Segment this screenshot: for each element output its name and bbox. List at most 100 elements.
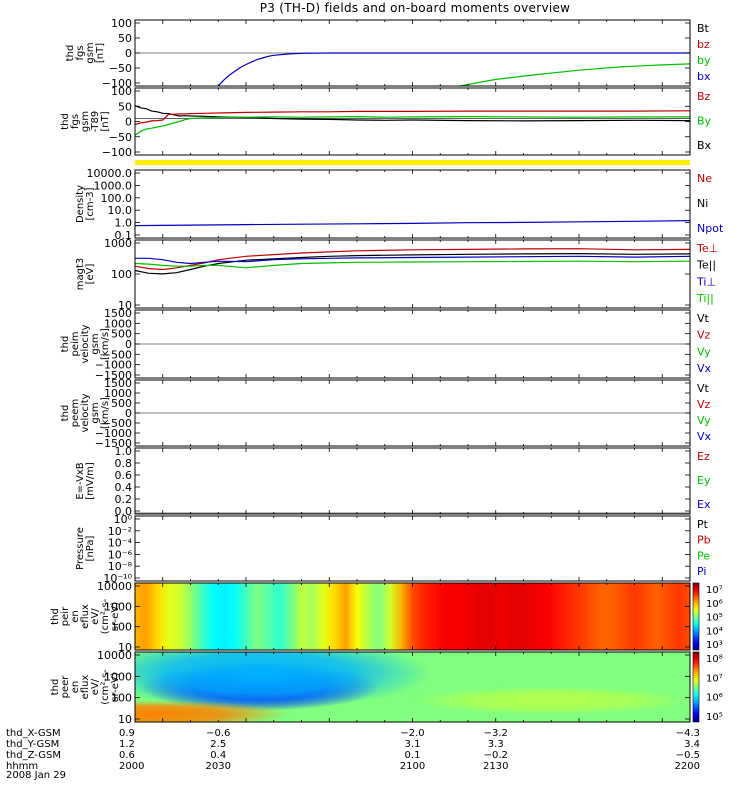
heatmap-blobs <box>135 652 690 722</box>
series-temp-Ti <box>135 255 691 265</box>
y-tick-label: 10⁻⁶ <box>108 548 133 561</box>
y-tick-label: 1000 <box>104 237 132 250</box>
y-tick-label: 10 <box>118 641 132 654</box>
y-axis-label: (cm²-s- <box>100 598 111 634</box>
panel-frame <box>134 169 691 239</box>
ephemeris-value: 0.4 <box>210 750 226 761</box>
ephemeris-row-label: thd_Z-GSM <box>6 750 61 761</box>
legend-density-item: Ni <box>697 197 708 210</box>
ephemeris-row-label: thd_Y-GSM <box>6 739 59 750</box>
series-fgs-bx <box>217 52 690 87</box>
panel-frame <box>134 87 691 156</box>
y-tick-label: 50 <box>118 32 132 45</box>
ephemeris-value: 3.4 <box>684 739 700 750</box>
y-tick-label: 0 <box>125 338 132 351</box>
y-tick-label: −500 <box>102 348 132 361</box>
colorbar-peer <box>692 651 700 723</box>
y-axis-label: [km/s] <box>100 328 111 360</box>
y-tick-label: 1500 <box>104 377 132 390</box>
y-tick-label: 100 <box>111 692 132 705</box>
ephemeris-value: 2130 <box>483 761 508 772</box>
colorbar-tick-label: 10⁷ <box>706 585 723 596</box>
legend-pressure-item: Pt <box>697 518 709 531</box>
panel-peir: 10000 1000 100 10 thd peir en eflux eV/(cm²-s-sr… <box>50 580 723 654</box>
y-tick-label: 1000.0 <box>94 179 133 192</box>
y-axis-label: peer <box>60 675 71 699</box>
panel-temp: 1000 100 10 magt3 [eV] Te⊥ Te|| Ti⊥ Ti|| <box>75 237 718 312</box>
y-tick-label: 10000 <box>97 649 132 662</box>
y-tick-label: 10000.0 <box>87 167 133 180</box>
y-tick-label: 10.0 <box>108 204 133 217</box>
ephemeris-value: −0.2 <box>484 750 508 761</box>
y-tick-label: 1000 <box>104 600 132 613</box>
legend-vi-item: Vy <box>697 345 711 358</box>
panel-frame <box>134 515 691 582</box>
y-axis-label: peem <box>70 399 81 427</box>
legend-temp-item: Te|| <box>696 259 716 272</box>
y-axis-label: thd <box>60 336 71 353</box>
y-tick-label: 0.2 <box>115 493 133 506</box>
y-tick-label: 100 <box>111 85 132 98</box>
y-tick-label: 100.0 <box>101 192 133 205</box>
series-fgs-by <box>459 63 691 87</box>
ephemeris-value: −3.2 <box>484 728 508 739</box>
y-axis-label: E=-VxB <box>75 462 86 499</box>
figure-title: P3 (TH-D) fields and on-board moments ov… <box>259 1 571 15</box>
y-tick-label: 0.6 <box>115 469 133 482</box>
ephemeris-value: 2000 <box>119 761 144 772</box>
legend-pressure-item: Pb <box>697 534 711 547</box>
ephemeris-row-label: thd_X-GSM <box>6 728 61 739</box>
legend-fgs-item: Bt <box>697 22 710 35</box>
legend-ve-item: Vy <box>697 414 711 427</box>
panel-peer: 10000 1000 100 10 thd peer en eflux eV/(cm²-s-sr… <box>50 649 723 726</box>
y-tick-label: 50 <box>118 100 132 113</box>
y-axis-label: thd <box>60 405 71 422</box>
y-axis-label: [nT] <box>100 111 111 131</box>
y-tick-label: 0 <box>125 47 132 60</box>
legend-efield-item: Ex <box>697 498 711 511</box>
time-axis-labels: thd_X-GSM 0.9 −0.6 −2.0 −3.2 −4.3 thd_Y-GSM 1.2… <box>6 728 700 781</box>
legend-ve-item: Vx <box>697 430 712 443</box>
y-tick-label: −500 <box>102 417 132 430</box>
y-tick-label: −50 <box>109 131 132 144</box>
y-axis-label: fgs <box>75 45 86 60</box>
y-axis-label: [eV] <box>85 264 96 285</box>
ephemeris-value: −2.0 <box>400 728 424 739</box>
data-flag-band <box>135 160 690 165</box>
y-tick-label: 10⁰ <box>114 513 133 526</box>
series-density-Npot <box>134 220 691 227</box>
legend-pressure-item: Pi <box>697 565 706 578</box>
heatmap-body <box>135 583 690 650</box>
colorbar-peir <box>692 582 700 651</box>
legend-temp-item: Ti|| <box>696 292 714 305</box>
series-fgl-Bz <box>134 110 691 126</box>
legend-vi-item: Vx <box>697 362 712 375</box>
ephemeris-value: −4.3 <box>676 728 700 739</box>
legend-pressure-item: Pe <box>697 549 710 562</box>
y-tick-label: 1000 <box>104 317 132 330</box>
y-axis-label: [nPa] <box>85 535 96 561</box>
legend-vi-item: Vz <box>697 329 711 342</box>
y-tick-label: 100 <box>111 17 132 30</box>
colorbar-tick-label: 10⁵ <box>706 712 723 723</box>
legend-vi-item: Vt <box>697 312 710 325</box>
panel-frame <box>134 447 691 515</box>
y-axis-label: [mV/m] <box>85 462 96 500</box>
y-tick-label: 1000 <box>104 387 132 400</box>
colorbar-tick-label: 10⁶ <box>706 599 723 610</box>
y-axis-label: -T89 <box>90 111 101 133</box>
panel-efield: 1.00.80.60.40.20.0 E=-VxB [mV/m] Ez Ey Ex <box>75 445 711 518</box>
colorbar-tick-label: 10⁵ <box>706 613 723 624</box>
legend-efield-item: Ey <box>697 474 711 487</box>
legend-fgl-item: By <box>697 115 712 128</box>
y-axis-label: eflux <box>80 675 91 700</box>
y-tick-label: 0 <box>125 116 132 129</box>
y-tick-label: −100 <box>102 77 132 90</box>
y-axis-label: thd <box>50 679 61 696</box>
y-axis-label: velocity <box>80 393 91 432</box>
legend-fgs-item: bz <box>697 38 710 51</box>
